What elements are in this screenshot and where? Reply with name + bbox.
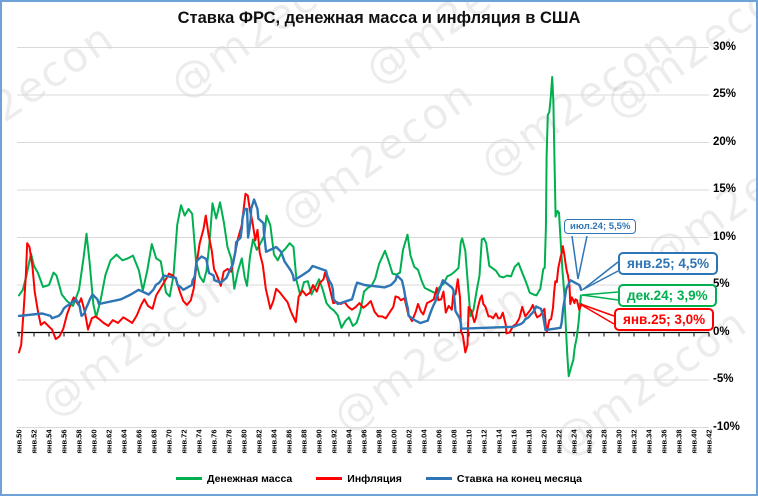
- x-axis-label: янв.18: [524, 429, 534, 454]
- x-axis-label: янв.24: [569, 429, 579, 454]
- x-axis-label: янв.56: [59, 429, 69, 454]
- callout-leader: [581, 291, 619, 296]
- x-axis-label: янв.34: [644, 429, 654, 454]
- x-axis-label: янв.58: [74, 429, 84, 454]
- x-axis-label: янв.78: [224, 429, 234, 454]
- x-axis-label: янв.86: [284, 429, 294, 454]
- x-axis-label: янв.54: [44, 429, 54, 454]
- y-axis-label: 25%: [713, 88, 737, 100]
- callout-rate-jul24: июл.24; 5,5%: [564, 219, 637, 234]
- legend-label-rate: Ставка на конец месяца: [456, 473, 582, 485]
- x-axis-label: янв.50: [14, 429, 24, 454]
- callout-leader: [571, 235, 579, 280]
- chart-title: Ставка ФРС, денежная масса и инфляция в …: [177, 9, 581, 27]
- x-axis-label: янв.08: [449, 429, 459, 454]
- x-axis-label: янв.02: [404, 429, 414, 454]
- legend-item-inflation: Инфляция: [316, 473, 402, 485]
- x-axis-label: янв.64: [119, 429, 129, 454]
- x-axis-label: янв.00: [389, 429, 399, 454]
- callout-leader: [582, 270, 619, 291]
- x-axis-label: янв.70: [164, 429, 174, 454]
- x-axis-label: янв.60: [89, 429, 99, 454]
- x-axis-label: янв.96: [359, 429, 369, 454]
- y-axis-label: -5%: [713, 373, 734, 385]
- legend-swatch-money: [175, 476, 202, 480]
- legend-item-rate: Ставка на конец месяца: [425, 473, 582, 485]
- x-axis-label: янв.10: [464, 429, 474, 454]
- callout-inflation-jan25: янв.25; 3,0%: [614, 308, 715, 331]
- rate-line: [17, 198, 583, 332]
- y-axis-label: 0%: [713, 325, 730, 338]
- x-axis-label: янв.92: [329, 429, 339, 454]
- x-axis-label: янв.06: [434, 429, 444, 454]
- x-axis-label: янв.84: [269, 429, 279, 454]
- x-axis-label: янв.20: [539, 429, 549, 454]
- money-line: [18, 76, 582, 378]
- callout-leader: [578, 302, 615, 325]
- x-axis-label: янв.74: [194, 429, 204, 454]
- callout-leader: [578, 302, 615, 317]
- x-axis-label: янв.38: [674, 429, 684, 454]
- x-axis-label: янв.28: [599, 429, 609, 454]
- x-axis-label: янв.42: [704, 429, 714, 454]
- callout-rate-jan25: янв.25; 4,5%: [618, 252, 719, 275]
- y-axis-label: 20%: [713, 135, 737, 148]
- legend-label-money: Денежная масса: [206, 473, 293, 485]
- x-axis-label: янв.30: [614, 429, 624, 454]
- x-axis-label: янв.80: [239, 429, 249, 454]
- x-axis-label: янв.16: [509, 429, 519, 454]
- x-axis-label: янв.36: [659, 429, 669, 454]
- callout-leader: [581, 294, 619, 301]
- x-axis-label: янв.82: [254, 429, 264, 454]
- legend-swatch-inflation: [316, 476, 343, 480]
- x-axis-label: янв.94: [344, 429, 354, 454]
- y-axis-label: 30%: [713, 40, 737, 53]
- x-axis-label: янв.22: [554, 429, 564, 454]
- x-axis-label: янв.26: [584, 429, 594, 454]
- y-axis-label: 10%: [713, 230, 737, 243]
- x-axis-label: янв.12: [479, 429, 489, 454]
- x-axis-label: янв.40: [689, 429, 699, 454]
- y-axis-label: -10%: [713, 420, 740, 433]
- legend-swatch-rate: [425, 476, 452, 480]
- y-axis-label: 15%: [713, 183, 737, 195]
- x-axis-label: янв.32: [629, 429, 639, 454]
- x-axis-label: янв.14: [494, 429, 504, 454]
- x-axis-label: янв.04: [419, 429, 429, 454]
- x-axis-label: янв.52: [29, 429, 39, 454]
- callout-leader: [582, 261, 619, 291]
- x-axis-label: янв.76: [209, 429, 219, 454]
- legend: Денежная масса Инфляция Ставка на конец …: [2, 473, 756, 485]
- x-axis-label: янв.72: [179, 429, 189, 454]
- y-axis-label: 5%: [713, 278, 730, 290]
- x-axis-label: янв.62: [104, 429, 114, 454]
- x-axis-label: янв.88: [299, 429, 309, 454]
- x-axis-label: янв.68: [149, 429, 159, 454]
- x-axis-label: янв.98: [374, 429, 384, 454]
- x-axis-label: янв.66: [134, 429, 144, 454]
- legend-item-money: Денежная масса: [175, 473, 293, 485]
- legend-label-inflation: Инфляция: [347, 473, 402, 485]
- callout-leader: [577, 235, 588, 280]
- callout-money-dec24: дек.24; 3,9%: [618, 284, 717, 307]
- x-axis-label: янв.90: [314, 429, 324, 454]
